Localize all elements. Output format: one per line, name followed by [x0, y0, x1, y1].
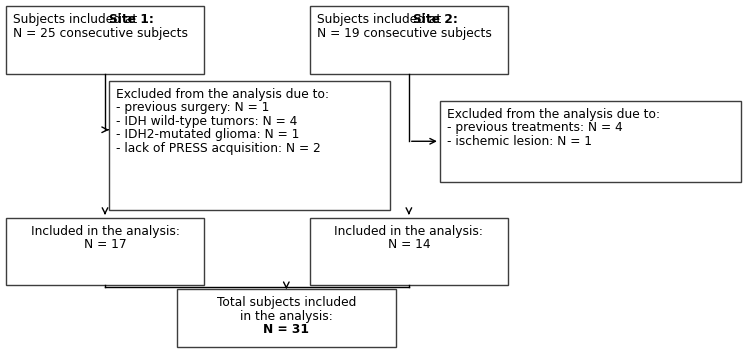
Text: Site 1:: Site 1:: [109, 13, 154, 26]
Text: Site 2:: Site 2:: [413, 13, 458, 26]
Bar: [440, 101, 741, 182]
Bar: [177, 289, 396, 347]
Text: in the analysis:: in the analysis:: [240, 309, 333, 322]
Text: Subjects included at: Subjects included at: [13, 13, 142, 26]
Bar: [109, 81, 390, 210]
Text: - IDH wild-type tumors: N = 4: - IDH wild-type tumors: N = 4: [116, 115, 297, 128]
Text: - IDH2-mutated glioma: N = 1: - IDH2-mutated glioma: N = 1: [116, 128, 299, 141]
Text: N = 17: N = 17: [84, 238, 126, 251]
Text: Total subjects included: Total subjects included: [217, 296, 356, 309]
Bar: [310, 6, 508, 74]
Text: N = 14: N = 14: [388, 238, 430, 251]
Text: Excluded from the analysis due to:: Excluded from the analysis due to:: [116, 88, 329, 101]
Text: Subjects included at: Subjects included at: [317, 13, 446, 26]
Text: Included in the analysis:: Included in the analysis:: [334, 225, 483, 238]
Text: - previous treatments: N = 4: - previous treatments: N = 4: [447, 121, 622, 134]
Bar: [6, 6, 204, 74]
Text: N = 19 consecutive subjects: N = 19 consecutive subjects: [317, 27, 492, 40]
Text: N = 31: N = 31: [263, 323, 309, 336]
Bar: [310, 218, 508, 285]
Text: - previous surgery: N = 1: - previous surgery: N = 1: [116, 101, 269, 114]
Text: - lack of PRESS acquisition: N = 2: - lack of PRESS acquisition: N = 2: [116, 142, 321, 155]
Text: N = 25 consecutive subjects: N = 25 consecutive subjects: [13, 27, 188, 40]
Bar: [6, 218, 204, 285]
Text: Excluded from the analysis due to:: Excluded from the analysis due to:: [447, 108, 660, 120]
Text: Included in the analysis:: Included in the analysis:: [31, 225, 179, 238]
Text: - ischemic lesion: N = 1: - ischemic lesion: N = 1: [447, 134, 592, 147]
